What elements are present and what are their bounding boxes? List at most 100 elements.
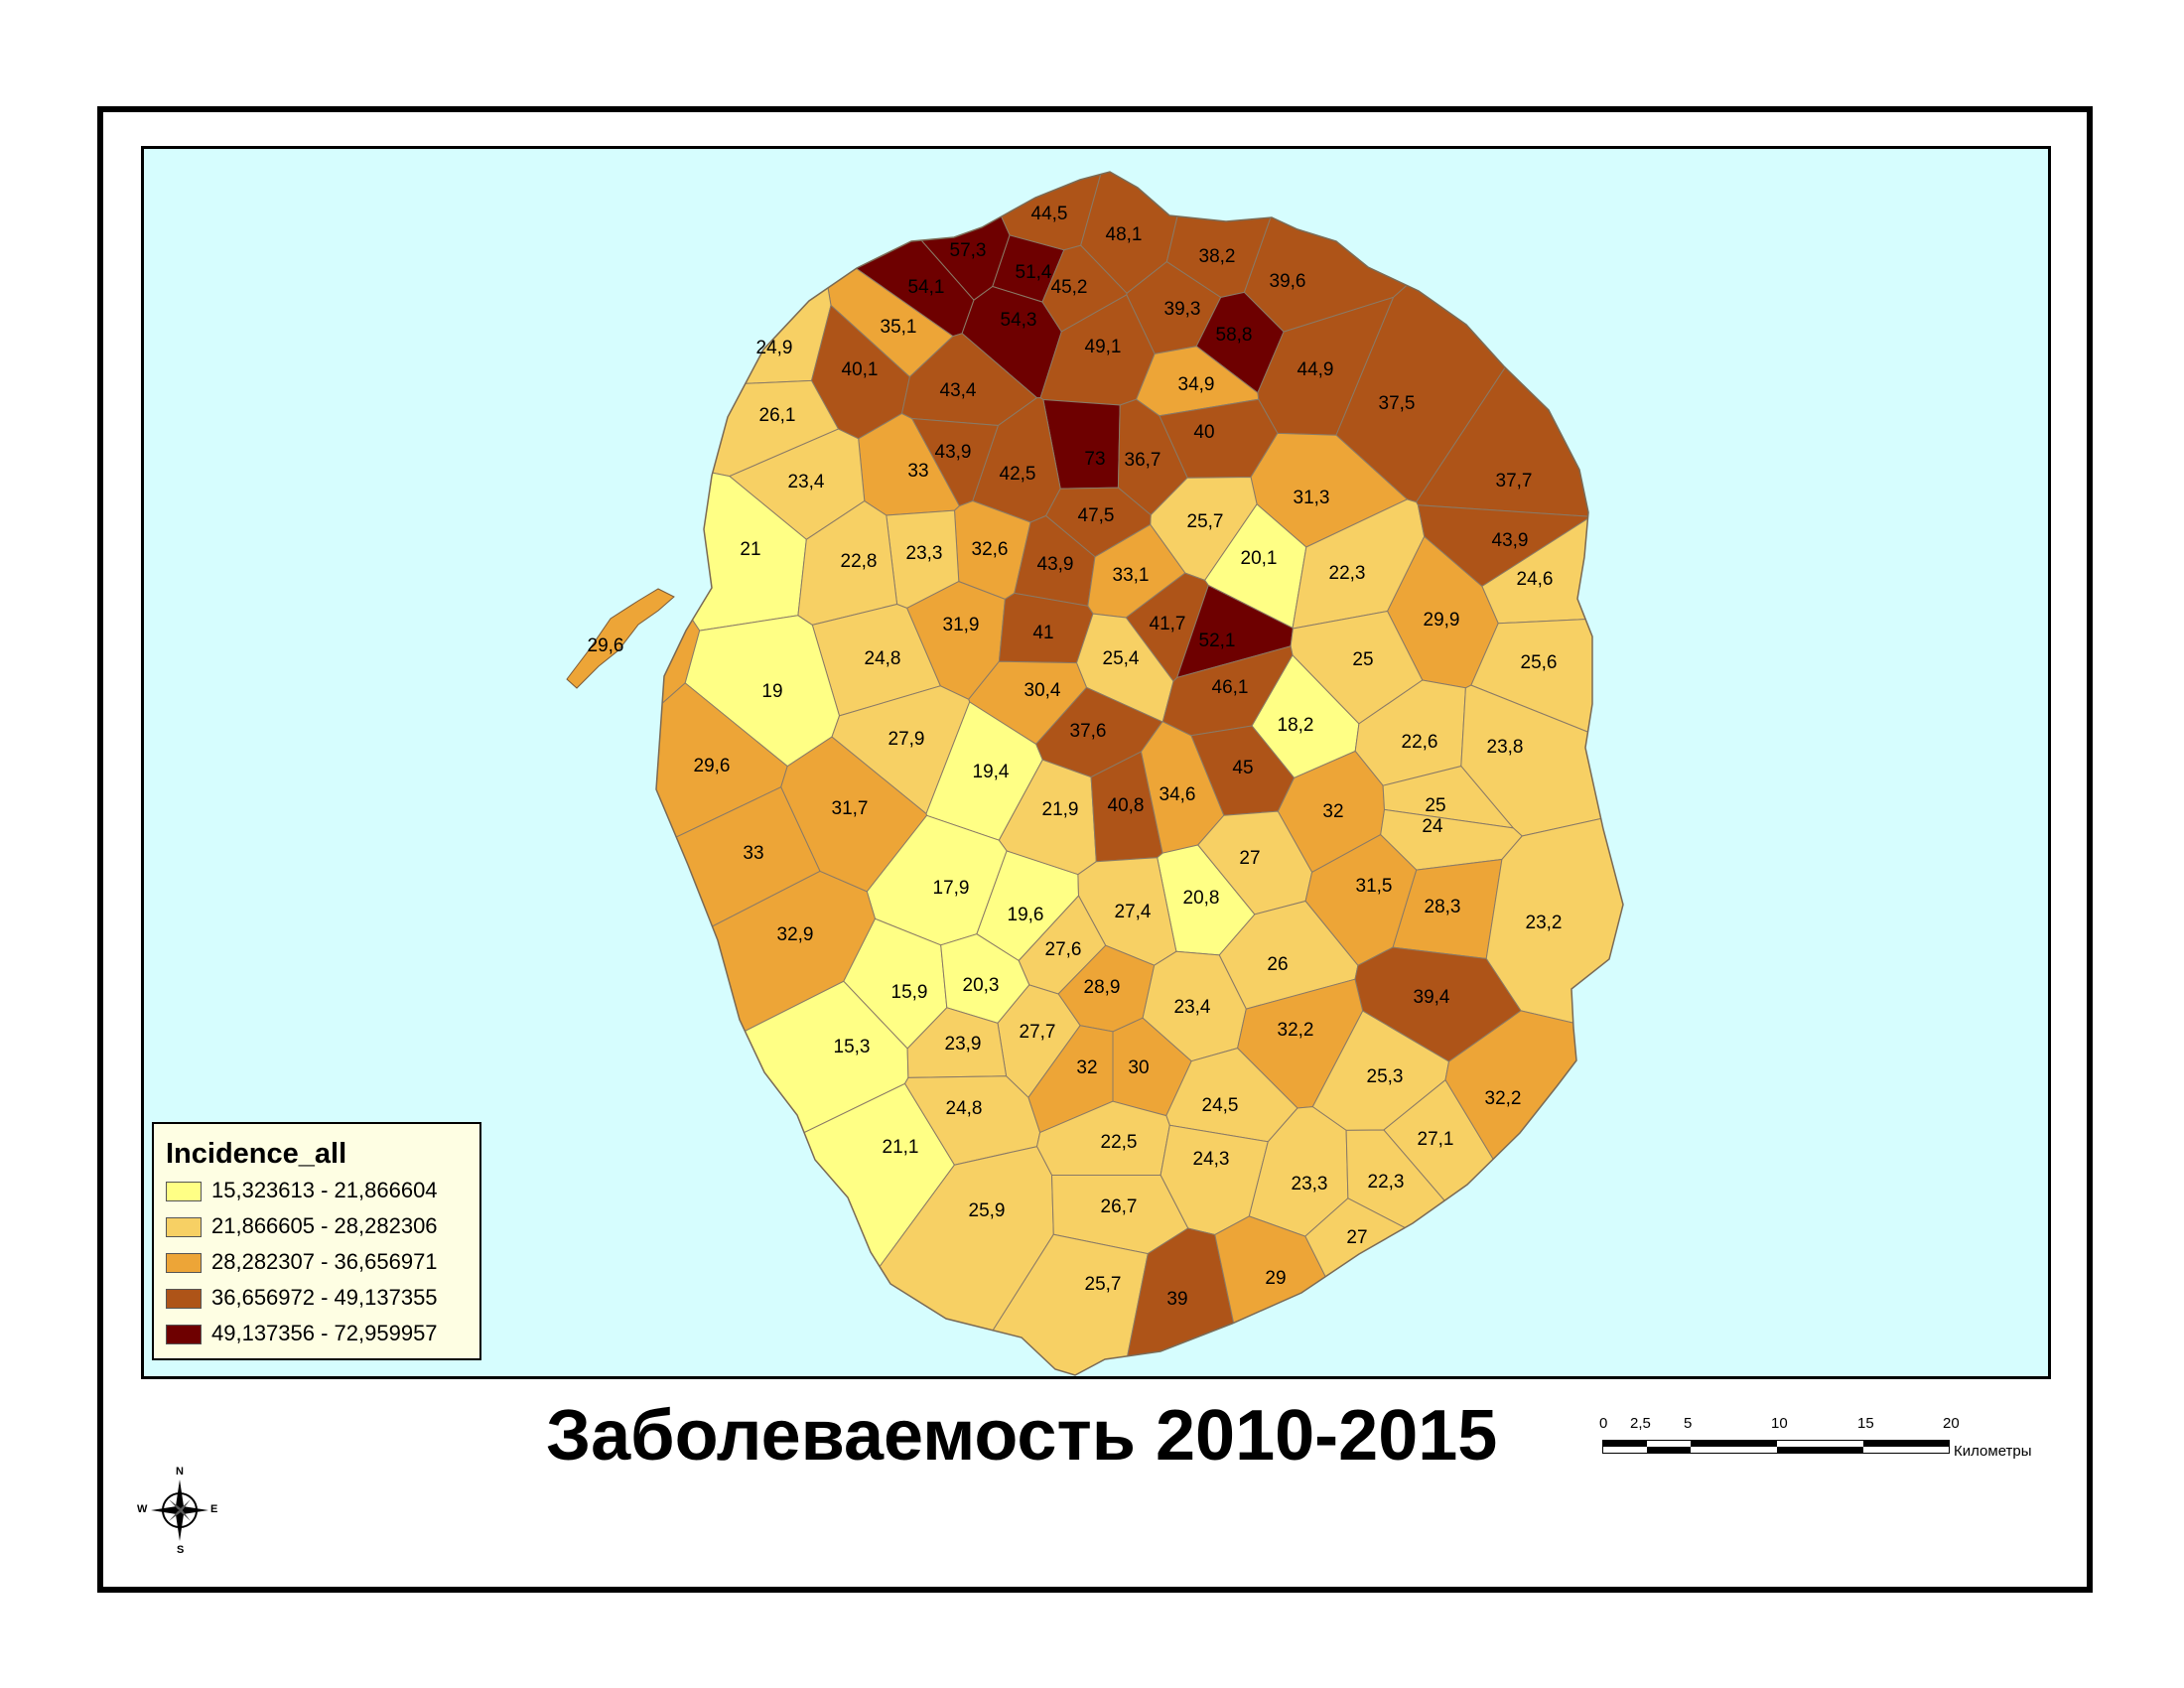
district-value-label: 39,4 [1414, 987, 1450, 1008]
district-value-label: 49,1 [1085, 337, 1122, 357]
district-value-label: 23,4 [1174, 997, 1211, 1018]
district-value-label: 47,5 [1078, 505, 1115, 526]
district-value-label: 37,7 [1496, 471, 1533, 492]
district-value-label: 36,7 [1125, 450, 1161, 471]
district-value-label: 22,3 [1368, 1172, 1405, 1193]
scale-tick-label: 5 [1684, 1415, 1693, 1432]
legend-swatch [166, 1217, 202, 1237]
choropleth-map[interactable]: 57,3 51,4 54,1 54,3 45,2 44,5 48,1 38,2 39,6 39,3… [144, 149, 2051, 1379]
legend-swatch [166, 1253, 202, 1273]
district-value-label: 26,1 [759, 405, 796, 426]
district-value-label: 37,5 [1379, 393, 1416, 414]
district-value-label: 32 [1076, 1057, 1097, 1078]
district-value-label: 15,3 [834, 1037, 871, 1057]
district-value-label: 44,5 [1031, 204, 1068, 224]
district-value-label: 48,1 [1106, 224, 1143, 245]
district-value-label: 39 [1166, 1289, 1187, 1310]
district-value-label: 45 [1232, 758, 1253, 778]
district-value-label: 39,3 [1164, 299, 1201, 320]
district-value-label: 44,9 [1297, 359, 1334, 380]
legend-label: 15,323613 - 21,866604 [211, 1178, 438, 1202]
district-value-label: 34,6 [1160, 784, 1196, 805]
district-value-label: 27,6 [1045, 939, 1082, 960]
compass-n-label: N [176, 1466, 184, 1477]
compass-s-label: S [177, 1544, 185, 1556]
compass-rose-icon [151, 1479, 208, 1541]
district-value-label: 21 [740, 539, 760, 560]
district-value-label: 26,7 [1101, 1196, 1138, 1217]
district-value-label: 27,9 [888, 729, 925, 750]
district-value-label: 25,7 [1085, 1274, 1122, 1295]
scale-tick-label: 20 [1943, 1415, 1960, 1432]
scale-tick-label: 15 [1857, 1415, 1874, 1432]
district-value-label: 25,4 [1103, 648, 1140, 669]
district-value-label: 23,3 [1292, 1174, 1328, 1195]
district-value-label: 19,6 [1008, 905, 1044, 925]
district-value-label: 41 [1032, 623, 1053, 643]
district-value-label: 27 [1239, 848, 1260, 869]
district-value-label: 24,5 [1202, 1095, 1239, 1116]
district-polygon[interactable] [1416, 149, 2051, 517]
district-value-label: 22,8 [841, 551, 878, 572]
district-value-label: 22,6 [1402, 732, 1438, 753]
district-value-label: 21,1 [883, 1137, 919, 1158]
district-value-label: 29,9 [1424, 610, 1460, 631]
district-value-label: 24,8 [865, 648, 901, 669]
district-value-label: 23,3 [906, 543, 943, 564]
district-value-label: 26 [1267, 954, 1288, 975]
district-value-label: 22,5 [1101, 1132, 1138, 1153]
compass-e-label: E [210, 1503, 218, 1515]
scale-tick-label: 10 [1771, 1415, 1788, 1432]
legend-label: 49,137356 - 72,959957 [211, 1321, 438, 1345]
district-value-label: 25,3 [1367, 1066, 1404, 1087]
district-value-label: 22,3 [1329, 563, 1366, 584]
district-value-label: 25 [1425, 795, 1445, 816]
district-value-label: 19 [761, 681, 782, 702]
district-value-label: 39,6 [1270, 271, 1306, 292]
district-polygon[interactable] [144, 187, 701, 1134]
district-value-label: 20,3 [963, 975, 1000, 996]
district-value-label: 42,5 [1000, 464, 1036, 485]
scale-unit: Километры [1954, 1443, 2032, 1460]
district-value-label: 24,3 [1193, 1149, 1230, 1170]
district-value-label: 29,6 [694, 756, 731, 776]
district-value-label: 43,9 [1037, 554, 1074, 575]
legend-swatch [166, 1325, 202, 1344]
district-value-label: 32 [1322, 801, 1343, 822]
scale-bar: 0 2,5 5 10 15 20 Километры [1599, 1415, 2099, 1475]
district-polygon[interactable] [1485, 782, 2051, 1135]
district-value-label: 54,1 [908, 277, 945, 298]
district-value-label: 15,9 [891, 982, 928, 1003]
district-value-label: 29 [1265, 1268, 1286, 1289]
district-value-label: 31,9 [943, 615, 980, 635]
district-value-label: 17,9 [933, 878, 970, 899]
district-polygon[interactable] [144, 149, 832, 395]
district-value-label: 40,8 [1108, 795, 1145, 816]
district-value-label: 25,6 [1521, 652, 1558, 673]
district-value-label: 33 [907, 461, 928, 482]
legend: Incidence_all 15,323613 - 21,866604 21,8… [152, 1122, 481, 1360]
north-arrow: N S E W [137, 1466, 222, 1556]
district-value-label: 43,9 [1492, 530, 1529, 551]
city-boundary [655, 171, 1624, 1376]
district-value-label: 57,3 [950, 240, 987, 261]
district-value-label: 23,4 [788, 472, 825, 492]
district-value-label: 25,7 [1187, 511, 1224, 532]
district-value-label: 58,8 [1216, 325, 1253, 346]
district-value-label: 29,6 [588, 635, 624, 656]
district-value-label: 23,8 [1487, 737, 1524, 758]
map-frame [97, 106, 2093, 1593]
district-value-label: 28,9 [1084, 977, 1121, 998]
district-value-label: 73 [1084, 449, 1105, 470]
district-value-label: 33 [743, 843, 763, 864]
district-polygon[interactable] [566, 588, 675, 689]
district-value-label: 21,9 [1042, 799, 1079, 820]
district-polygon[interactable] [1460, 684, 1732, 837]
district-value-label: 31,7 [832, 798, 869, 819]
legend-swatch [166, 1182, 202, 1201]
legend-label: 28,282307 - 36,656971 [211, 1249, 438, 1274]
district-polygon[interactable] [1444, 1010, 2051, 1379]
district-value-label: 43,4 [940, 380, 977, 401]
district-polygon[interactable] [1304, 1197, 1634, 1379]
district-value-label: 25,9 [969, 1200, 1006, 1221]
